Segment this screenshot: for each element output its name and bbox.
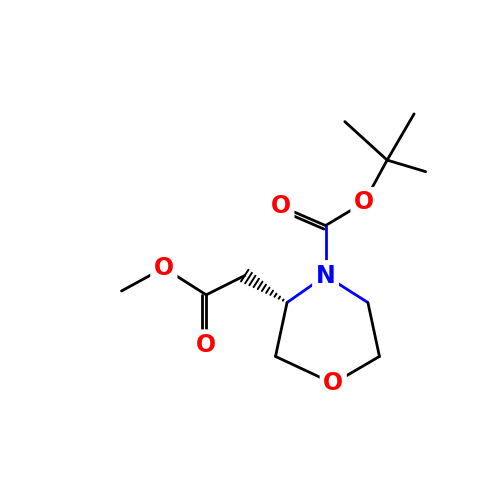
Text: O: O	[196, 333, 216, 357]
Text: O: O	[323, 372, 344, 396]
Text: O: O	[354, 190, 374, 214]
Text: O: O	[271, 194, 291, 218]
Text: N: N	[316, 264, 336, 287]
Text: O: O	[154, 256, 174, 280]
